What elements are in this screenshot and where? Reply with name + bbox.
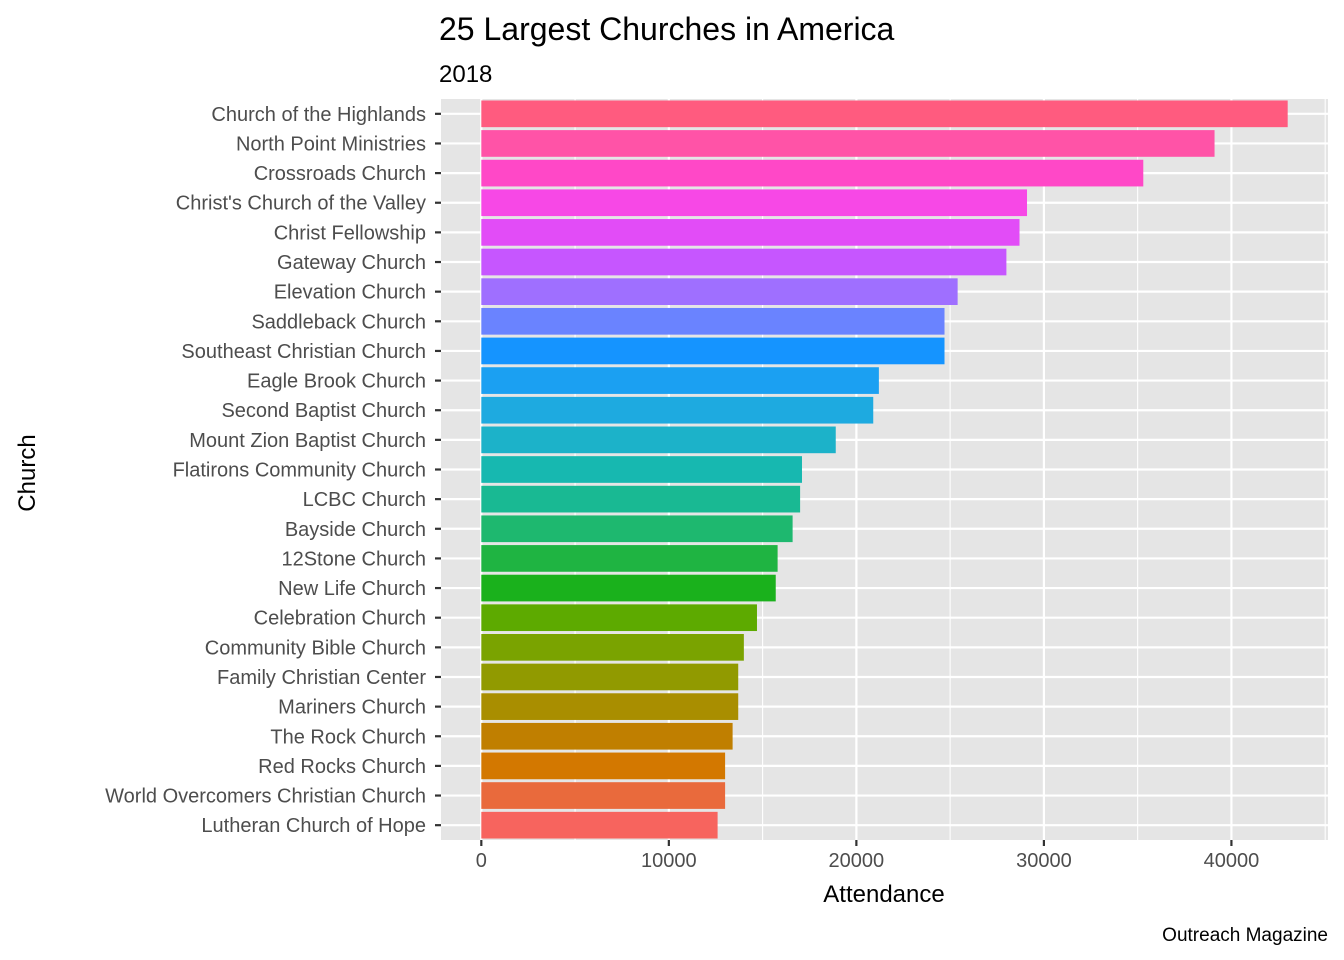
y-tick-label: Family Christian Center bbox=[217, 667, 426, 689]
bar bbox=[481, 722, 733, 750]
chart-subtitle: 2018 bbox=[439, 61, 492, 88]
y-axis-title: Church bbox=[14, 434, 41, 511]
bar bbox=[481, 219, 1020, 246]
y-tick-label: Mount Zion Baptist Church bbox=[189, 430, 426, 452]
y-tick-label: Church of the Highlands bbox=[211, 104, 426, 126]
bars bbox=[481, 100, 1288, 839]
bar bbox=[481, 100, 1288, 128]
y-tick-label: North Point Ministries bbox=[236, 133, 426, 155]
bar bbox=[481, 307, 945, 335]
y-tick-label: Christ's Church of the Valley bbox=[176, 193, 426, 215]
y-tick-label: World Overcomers Christian Church bbox=[105, 786, 426, 808]
bar bbox=[481, 337, 945, 365]
x-tick-label: 30000 bbox=[1016, 850, 1072, 872]
x-tick-label: 0 bbox=[476, 850, 487, 872]
bar bbox=[481, 456, 802, 483]
y-tick-label: Crossroads Church bbox=[254, 163, 426, 185]
y-tick-label: Saddleback Church bbox=[251, 311, 426, 333]
bar bbox=[481, 574, 776, 602]
bar bbox=[481, 752, 726, 780]
y-tick-label: Celebration Church bbox=[254, 608, 426, 630]
y-tick-label: Southeast Christian Church bbox=[181, 341, 426, 363]
x-tick-label: 10000 bbox=[641, 850, 697, 872]
y-tick-label: Christ Fellowship bbox=[274, 222, 426, 244]
bar bbox=[481, 248, 1007, 276]
bar bbox=[481, 811, 718, 839]
bar bbox=[481, 663, 739, 691]
bar bbox=[481, 130, 1215, 157]
y-tick-label: The Rock Church bbox=[270, 726, 426, 748]
bar bbox=[481, 634, 744, 661]
y-tick-label: Flatirons Community Church bbox=[173, 460, 426, 482]
y-tick-label: Red Rocks Church bbox=[258, 756, 426, 778]
bar bbox=[481, 426, 836, 454]
bar bbox=[481, 367, 879, 394]
x-tick-label: 40000 bbox=[1204, 850, 1260, 872]
bar bbox=[481, 782, 726, 809]
chart-caption: Outreach Magazine bbox=[1162, 925, 1328, 946]
x-axis: 0 10000 20000 30000 40000 bbox=[476, 840, 1259, 872]
y-tick-label: Bayside Church bbox=[285, 519, 426, 541]
y-tick-label: Gateway Church bbox=[277, 252, 426, 274]
bar bbox=[481, 189, 1028, 217]
bar bbox=[481, 604, 757, 632]
y-tick-label: Second Baptist Church bbox=[221, 400, 426, 422]
y-tick-label: Elevation Church bbox=[274, 282, 426, 304]
y-tick-label: Lutheran Church of Hope bbox=[201, 815, 426, 837]
y-tick-label: Eagle Brook Church bbox=[247, 371, 426, 393]
y-tick-label: 12Stone Church bbox=[281, 548, 426, 570]
bar bbox=[481, 396, 874, 424]
y-tick-label: LCBC Church bbox=[303, 489, 426, 511]
bar bbox=[481, 693, 739, 720]
y-tick-label: Mariners Church bbox=[278, 697, 426, 719]
bar bbox=[481, 159, 1144, 187]
bar bbox=[481, 485, 801, 513]
y-axis: Church of the Highlands North Point Minis… bbox=[105, 104, 441, 837]
chart-title: 25 Largest Churches in America bbox=[439, 11, 895, 47]
bar bbox=[481, 515, 793, 543]
y-tick-label: Community Bible Church bbox=[205, 637, 426, 659]
x-tick-label: 20000 bbox=[829, 850, 885, 872]
bar bbox=[481, 545, 778, 572]
x-axis-title: Attendance bbox=[823, 881, 944, 908]
y-tick-label: New Life Church bbox=[278, 578, 426, 600]
bar bbox=[481, 278, 958, 305]
